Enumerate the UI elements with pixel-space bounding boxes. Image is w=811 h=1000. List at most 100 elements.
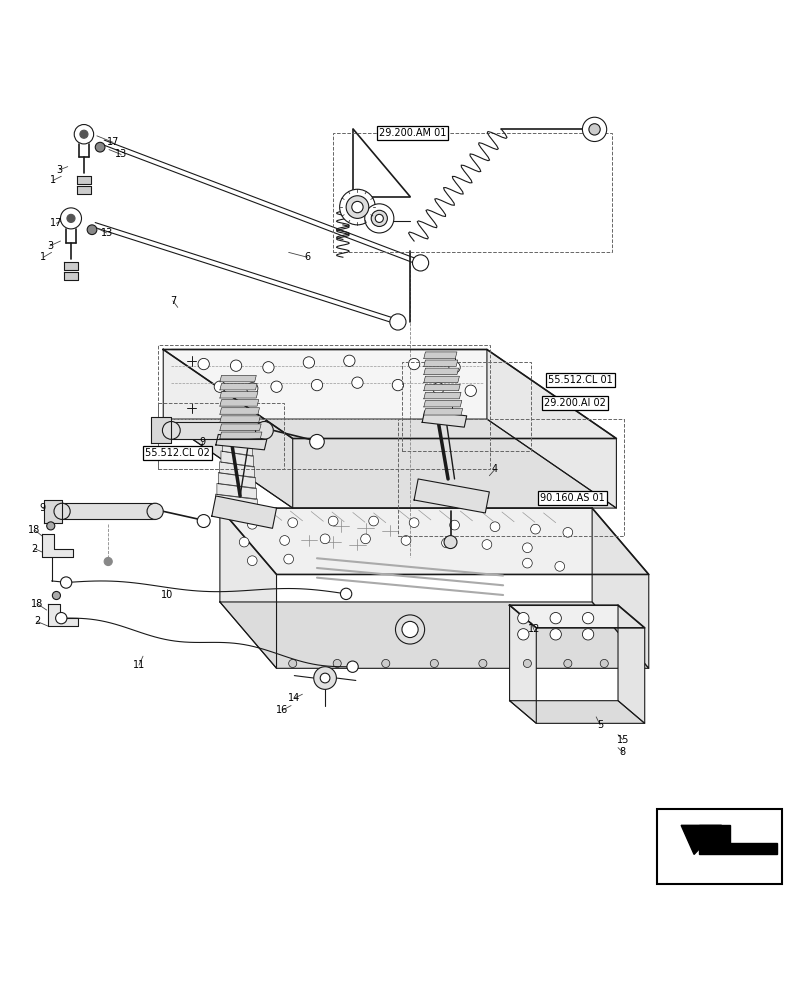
- Text: 55.512.CL 02: 55.512.CL 02: [145, 448, 210, 458]
- Text: 18: 18: [28, 525, 41, 535]
- Circle shape: [346, 661, 358, 672]
- Polygon shape: [698, 825, 775, 854]
- Circle shape: [197, 515, 210, 528]
- Polygon shape: [76, 186, 91, 194]
- Polygon shape: [414, 479, 489, 513]
- Polygon shape: [220, 400, 259, 406]
- Circle shape: [401, 621, 418, 638]
- Circle shape: [563, 659, 571, 668]
- Circle shape: [247, 556, 257, 566]
- Circle shape: [74, 125, 93, 144]
- Text: 2: 2: [32, 544, 37, 554]
- Circle shape: [55, 612, 67, 624]
- Polygon shape: [151, 417, 171, 443]
- Polygon shape: [163, 349, 292, 508]
- Circle shape: [230, 360, 242, 371]
- Circle shape: [351, 377, 363, 388]
- Circle shape: [392, 379, 403, 391]
- Polygon shape: [218, 472, 255, 489]
- Circle shape: [263, 362, 274, 373]
- Text: 14: 14: [288, 693, 300, 703]
- Polygon shape: [220, 383, 257, 390]
- Polygon shape: [76, 176, 91, 184]
- Polygon shape: [42, 534, 72, 557]
- Polygon shape: [423, 409, 462, 415]
- Text: 1: 1: [50, 175, 56, 185]
- Bar: [656, 809, 781, 884]
- Polygon shape: [422, 411, 466, 427]
- Text: 15: 15: [616, 735, 629, 745]
- Circle shape: [333, 659, 341, 668]
- Polygon shape: [220, 432, 262, 438]
- Polygon shape: [680, 825, 721, 854]
- Circle shape: [371, 210, 387, 226]
- Polygon shape: [591, 508, 648, 668]
- Polygon shape: [220, 424, 261, 430]
- Circle shape: [581, 117, 606, 142]
- Circle shape: [284, 554, 293, 564]
- Polygon shape: [509, 701, 644, 723]
- Polygon shape: [212, 496, 277, 528]
- Polygon shape: [63, 262, 78, 270]
- Circle shape: [517, 612, 528, 624]
- Circle shape: [449, 520, 459, 530]
- Circle shape: [309, 434, 324, 449]
- Circle shape: [303, 357, 314, 368]
- Circle shape: [522, 543, 531, 553]
- Circle shape: [409, 518, 418, 528]
- Circle shape: [444, 536, 457, 549]
- Bar: [333, 133, 611, 252]
- Text: 4: 4: [491, 464, 497, 474]
- Polygon shape: [423, 376, 459, 383]
- Polygon shape: [49, 604, 78, 626]
- Circle shape: [239, 537, 249, 547]
- Polygon shape: [220, 375, 256, 382]
- Text: 29.200.AM 01: 29.200.AM 01: [378, 128, 445, 138]
- Polygon shape: [423, 384, 460, 391]
- Circle shape: [395, 615, 424, 644]
- Circle shape: [465, 385, 476, 396]
- Text: 55.512.CL 01: 55.512.CL 01: [547, 375, 612, 385]
- Text: 9: 9: [40, 503, 45, 513]
- Polygon shape: [220, 416, 260, 422]
- Circle shape: [523, 659, 530, 668]
- Circle shape: [54, 503, 70, 519]
- Polygon shape: [509, 605, 535, 723]
- Circle shape: [448, 362, 460, 373]
- Polygon shape: [222, 440, 252, 456]
- Circle shape: [60, 577, 71, 588]
- Polygon shape: [171, 422, 264, 439]
- Circle shape: [311, 379, 322, 391]
- Circle shape: [287, 518, 297, 528]
- Text: 13: 13: [115, 149, 127, 159]
- Text: 29.200.AI 02: 29.200.AI 02: [543, 398, 605, 408]
- Text: 12: 12: [527, 624, 539, 634]
- Polygon shape: [215, 494, 257, 510]
- Text: 18: 18: [31, 599, 43, 609]
- Circle shape: [562, 528, 572, 537]
- Polygon shape: [219, 462, 254, 478]
- Bar: [401, 362, 530, 451]
- Circle shape: [441, 538, 451, 548]
- Polygon shape: [423, 400, 461, 407]
- Circle shape: [490, 522, 500, 532]
- Circle shape: [95, 142, 105, 152]
- Text: 9: 9: [199, 437, 205, 447]
- Circle shape: [47, 522, 54, 530]
- Circle shape: [255, 422, 273, 439]
- Polygon shape: [220, 508, 277, 668]
- Text: 13: 13: [101, 228, 113, 238]
- Polygon shape: [509, 605, 644, 628]
- Text: 17: 17: [50, 218, 62, 228]
- Text: 8: 8: [619, 747, 625, 757]
- Text: 2: 2: [34, 616, 40, 626]
- Circle shape: [478, 659, 487, 668]
- Text: 16: 16: [276, 705, 288, 715]
- Polygon shape: [220, 408, 260, 414]
- Polygon shape: [214, 505, 258, 521]
- Polygon shape: [423, 392, 461, 399]
- Circle shape: [60, 208, 81, 229]
- Polygon shape: [423, 360, 457, 366]
- Circle shape: [280, 536, 289, 545]
- Polygon shape: [63, 272, 78, 280]
